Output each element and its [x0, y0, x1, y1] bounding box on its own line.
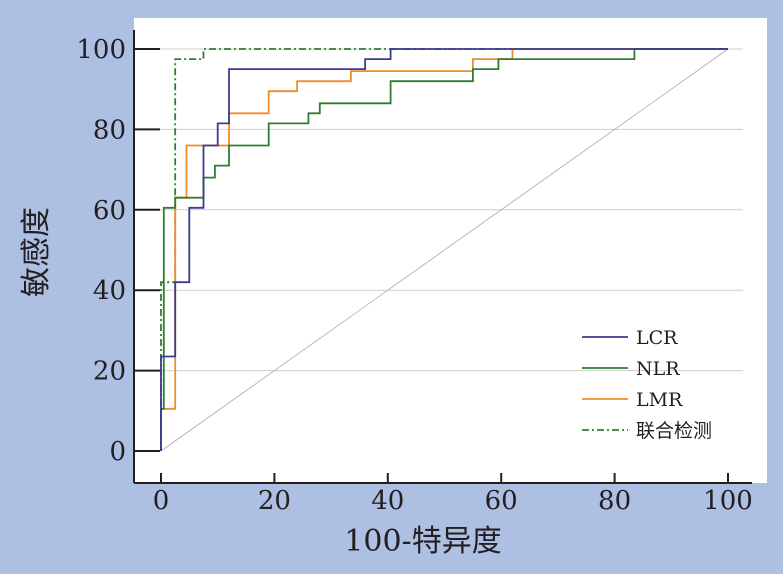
x-tick-label: 40 [371, 486, 404, 516]
axis-layer: 0 20 40 60 80 100 0 20 40 60 80 100 [76, 30, 753, 516]
x-tick-label: 0 [153, 486, 170, 516]
y-axis-title: 敏感度 [19, 207, 54, 297]
reference-diagonal-line [160, 48, 729, 452]
series-line-NLR [160, 48, 728, 451]
series-line-联合检测 [160, 48, 728, 451]
legend-label-LCR: LCR [636, 327, 678, 349]
grid-layer [134, 48, 743, 372]
y-tick-label: 100 [76, 35, 126, 65]
series-line-LCR [160, 48, 728, 451]
y-tick-label: 80 [93, 115, 126, 145]
x-tick-label: 80 [598, 486, 631, 516]
plot-background [134, 18, 767, 483]
x-tick-label: 100 [703, 486, 753, 516]
y-tick-label: 0 [109, 437, 126, 467]
y-tick-label: 60 [93, 196, 126, 226]
legend-label-NLR: NLR [636, 358, 680, 380]
series-layer [160, 48, 728, 451]
legend-label-联合检测: 联合检测 [636, 420, 712, 442]
legend-label-LMR: LMR [636, 389, 683, 411]
x-axis-title: 100-特异度 [344, 524, 501, 559]
y-tick-label: 20 [93, 357, 126, 387]
x-tick-label: 60 [485, 486, 518, 516]
reference-layer [160, 48, 729, 452]
legend: LCR NLR LMR 联合检测 [582, 327, 712, 442]
y-tick-label: 40 [93, 276, 126, 306]
x-tick-label: 20 [258, 486, 291, 516]
